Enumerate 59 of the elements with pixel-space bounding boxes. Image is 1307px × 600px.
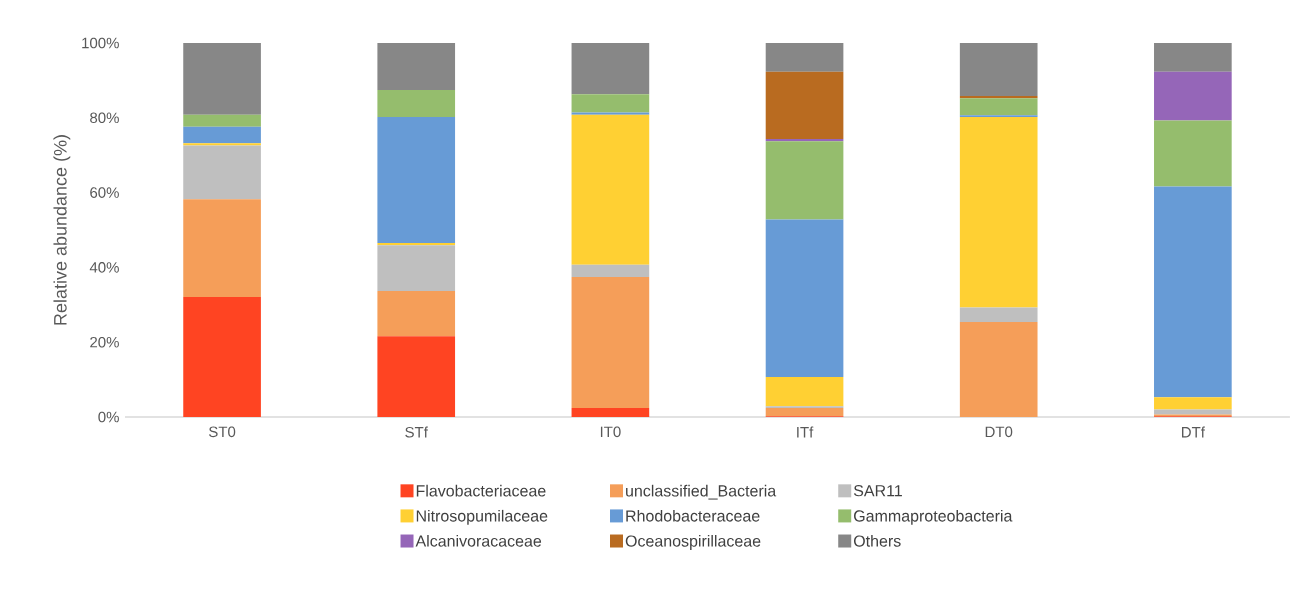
bar [959,43,1038,97]
y-tick-label: 80% [90,112,119,124]
bar [765,43,844,72]
bar [765,219,844,377]
x-tick-label: IT0 [600,426,621,438]
bar [959,307,1038,322]
bar [959,117,1038,308]
bar [183,199,261,297]
legend-label: Oceanospirillaceae [625,534,761,550]
bar [571,114,650,265]
bar [183,145,261,200]
bar [183,296,261,417]
y-axis-title: Relative abundance (%) [53,135,71,325]
bar [1154,120,1232,187]
legend-label: Alcanivoracaceae [415,534,542,547]
legend-label: Nitrosopumilaceae [416,509,548,525]
bar [959,96,1038,99]
bar [571,94,650,113]
bar [1154,43,1232,72]
bar [765,408,844,417]
x-tick-label: STf [405,426,428,438]
bar [1154,186,1232,398]
bar [1154,397,1232,410]
legend-label: Flavobacteriaceae [416,484,546,497]
bar [959,322,1038,417]
x-tick-label: DT0 [985,426,1013,438]
bar [959,98,1038,116]
bar [377,243,456,246]
bar [377,43,456,91]
legend-label: SAR11 [853,485,902,497]
bar [571,43,650,95]
bar [765,376,844,407]
y-tick-label: 20% [90,336,119,348]
y-tick-label: 0% [98,411,119,423]
bar [571,408,650,417]
bar [183,126,261,144]
bar [377,245,456,291]
bar [377,117,456,244]
bar [183,143,261,146]
bar [765,71,844,140]
bar [571,264,650,278]
bar [765,141,844,220]
bar [183,114,261,127]
x-tick-label: ST0 [209,426,236,438]
bar [377,290,456,337]
x-tick-label: DTf [1181,426,1205,438]
legend-label: unclassified_Bacteria [626,484,777,500]
legend-label: Others [853,534,901,547]
bar [1154,71,1232,121]
bar [377,336,456,417]
bar [377,90,456,118]
bar [183,43,261,115]
legend-label: Gammaproteobacteria [854,509,1013,525]
y-tick-label: 100% [82,37,119,49]
y-tick-label: 60% [90,187,119,198]
x-tick-label: ITf [797,426,814,438]
bar [571,277,650,409]
legend-label: Rhodobacteraceae [626,509,760,522]
y-tick-label: 40% [89,262,119,273]
